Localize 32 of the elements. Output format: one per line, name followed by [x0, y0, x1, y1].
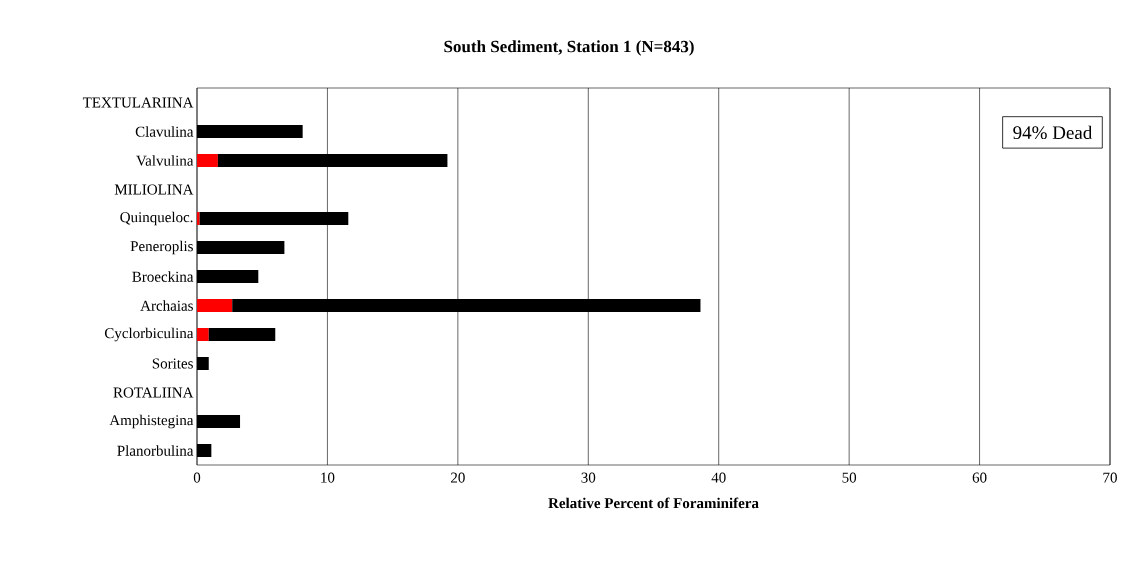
y-tick-label: Amphistegina	[109, 414, 194, 429]
bar	[217, 154, 448, 167]
y-tick-label: MILIOLINA	[114, 184, 194, 195]
bar	[197, 299, 233, 312]
y-tick-label: Cyclorbiculina	[104, 327, 194, 342]
chart-title: South Sediment, Station 1 (N=843)	[444, 40, 694, 56]
x-tick-label: 30	[581, 472, 596, 483]
bar	[208, 328, 276, 341]
y-tick-label: Archaias	[140, 300, 193, 311]
bar	[197, 154, 218, 167]
y-tick-label: Broeckina	[132, 271, 194, 282]
annotation: 94% Dead	[1013, 125, 1093, 140]
bar	[197, 328, 209, 341]
bar	[232, 299, 701, 312]
x-tick-label: 0	[193, 472, 201, 483]
x-tick-label: 10	[321, 472, 335, 483]
y-tick-label: Sorites	[152, 358, 193, 369]
bar	[199, 212, 349, 225]
y-tick-label: Quinqueloc.	[120, 211, 193, 226]
x-tick-label: 40	[711, 472, 726, 483]
y-tick-label: TEXTULARIINA	[82, 97, 194, 108]
y-tick-label: Valvulina	[136, 155, 194, 166]
x-tick-label: 20	[451, 472, 465, 483]
y-tick-label: Planorbulina	[117, 445, 194, 456]
x-tick-label: 50	[842, 472, 857, 483]
x-tick-label: 60	[972, 472, 987, 483]
y-tick-label: ROTALIINA	[113, 387, 194, 398]
bar	[197, 212, 200, 225]
x-tick-label: 70	[1103, 472, 1117, 483]
x-axis-title: Relative Percent of Foraminifera	[548, 497, 759, 509]
y-tick-label: Clavulina	[135, 126, 194, 137]
y-tick-label: Peneroplis	[130, 240, 193, 255]
